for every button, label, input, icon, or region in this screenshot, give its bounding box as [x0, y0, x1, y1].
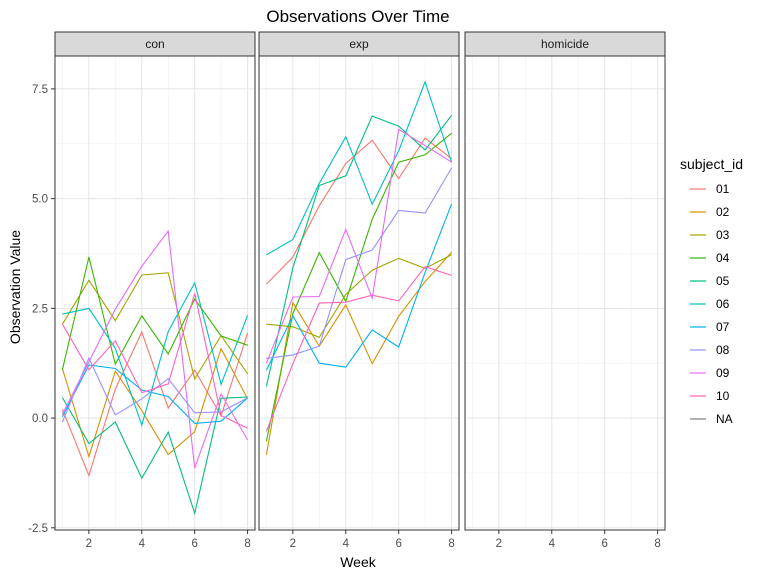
- series-line-10: [61, 293, 248, 429]
- x-tick-label: 4: [549, 538, 556, 550]
- y-axis-ticks: -2.5 0.0 2.5 5.0 7.5: [28, 84, 55, 535]
- y-tick-label: 0.0: [32, 413, 48, 425]
- series-line-02: [61, 347, 249, 459]
- x-tick-label: 6: [601, 538, 607, 550]
- series-line-04: [61, 256, 248, 370]
- series-line-03: [61, 272, 249, 381]
- legend-label: 04: [716, 251, 730, 265]
- y-tick-label: 2.5: [32, 303, 48, 315]
- y-tick-label: 7.5: [32, 84, 48, 96]
- facet-strip-label: con: [145, 37, 164, 51]
- series-line-01: [266, 137, 452, 285]
- facet-strip: [464, 31, 666, 57]
- legend-label: 06: [716, 297, 730, 311]
- y-axis-title: Observation Value: [7, 230, 23, 344]
- legend-item-02: 02: [690, 205, 730, 219]
- legend-label: 02: [716, 205, 730, 219]
- series-line-02: [265, 251, 453, 455]
- series-line-01: [61, 330, 249, 478]
- x-tick-label: 4: [343, 538, 350, 550]
- legend-item-04: 04: [690, 251, 730, 265]
- panel-background: [259, 56, 459, 530]
- x-tick-label: 2: [86, 538, 92, 550]
- legend-item-NA: NA: [690, 412, 733, 426]
- chart-title: Observations Over Time: [266, 7, 449, 26]
- x-tick-label: 4: [139, 538, 146, 550]
- legend-label: NA: [716, 412, 733, 426]
- x-tick-label: 6: [395, 538, 401, 550]
- x-axis-title: Week: [340, 554, 377, 570]
- x-tick-label: 8: [448, 538, 454, 550]
- legend-label: 08: [716, 343, 730, 357]
- legend-item-06: 06: [690, 297, 730, 311]
- series-line-09: [61, 229, 249, 469]
- series-line-03: [266, 254, 452, 338]
- panel-border: [54, 55, 256, 531]
- panel-border: [258, 55, 460, 531]
- legend-label: 05: [716, 274, 730, 288]
- series-line-05: [61, 396, 248, 516]
- x-tick-label: 2: [496, 538, 502, 550]
- series-line-10: [265, 266, 452, 432]
- legend-label: 10: [716, 389, 730, 403]
- x-tick-label: 8: [654, 538, 660, 550]
- legend-label: 01: [716, 182, 730, 196]
- facet-panel-exp: exp 2 4 6 8: [258, 31, 460, 550]
- series-line-09: [265, 128, 452, 364]
- x-tick-label: 8: [244, 538, 250, 550]
- y-tick-label: -2.5: [28, 523, 48, 535]
- legend-item-10: 10: [690, 389, 730, 403]
- legend-item-03: 03: [690, 228, 730, 242]
- x-tick-label: 6: [191, 538, 197, 550]
- legend-item-07: 07: [690, 320, 730, 334]
- panel-background: [55, 56, 255, 530]
- legend-item-08: 08: [690, 343, 730, 357]
- series-line-07: [265, 203, 453, 371]
- legend-item-01: 01: [690, 182, 730, 196]
- facet-strip-label: exp: [349, 37, 369, 51]
- series-line-06: [62, 281, 249, 427]
- facet-panel-homicide: homicide 2 4 6 8: [464, 31, 666, 550]
- facet-panel-con: con 2 4 6 8: [54, 31, 256, 550]
- legend: 01 02 03 04 05 06 07 08 09 10 NA: [690, 182, 733, 426]
- legend-label: 07: [716, 320, 730, 334]
- y-tick-label: 5.0: [32, 194, 48, 206]
- legend-label: 09: [716, 366, 730, 380]
- legend-title: subject_id: [680, 156, 743, 172]
- facet-strip-label: homicide: [541, 37, 589, 51]
- series-line-04: [265, 132, 452, 442]
- facet-panels: con 2 4 6 8 exp 2 4 6 8 homicide 2 4 6 8: [54, 31, 666, 550]
- facet-strip: [54, 31, 256, 57]
- series-line-06: [266, 80, 453, 256]
- panel-background: [465, 56, 665, 530]
- legend-label: 03: [716, 228, 730, 242]
- x-tick-label: 2: [290, 538, 296, 550]
- series-line-05: [265, 114, 453, 387]
- legend-item-09: 09: [690, 366, 730, 380]
- panel-border: [464, 55, 666, 531]
- legend-item-05: 05: [690, 274, 730, 288]
